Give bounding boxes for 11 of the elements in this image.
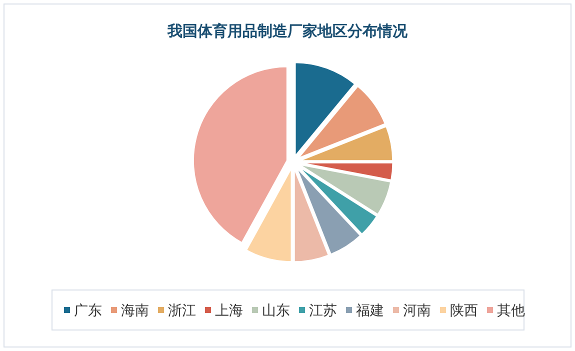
legend-label: 上海 [215, 303, 243, 319]
legend-label: 河南 [403, 303, 431, 319]
legend-label: 广东 [74, 303, 102, 319]
chart-title: 我国体育用品制造厂家地区分布情况 [166, 22, 408, 40]
legend-label: 海南 [121, 303, 149, 319]
legend-label: 江苏 [309, 303, 337, 319]
legend-label: 陕西 [450, 303, 478, 319]
legend-label: 福建 [356, 303, 384, 319]
legend-label: 山东 [262, 303, 290, 319]
legend-label: 其他 [497, 303, 525, 319]
legend-label: 浙江 [168, 303, 196, 319]
